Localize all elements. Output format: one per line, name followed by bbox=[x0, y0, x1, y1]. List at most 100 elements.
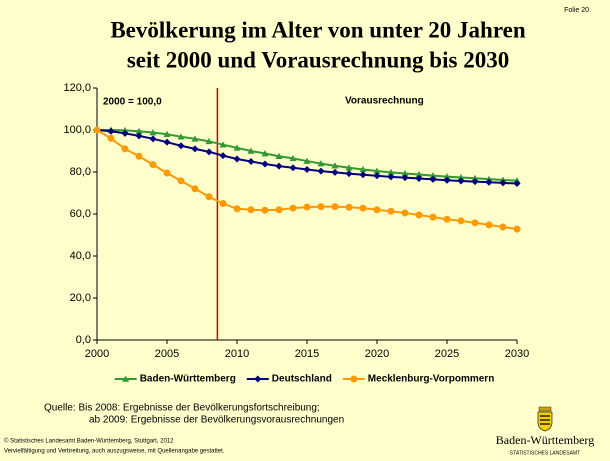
annotation: 2000 = 100,0 bbox=[103, 97, 162, 108]
legend-marker bbox=[350, 375, 358, 383]
point bbox=[331, 162, 339, 169]
point bbox=[247, 147, 255, 154]
point bbox=[121, 145, 129, 153]
point bbox=[415, 211, 423, 219]
legend-marker bbox=[254, 375, 262, 383]
point bbox=[191, 135, 199, 142]
point bbox=[303, 157, 311, 164]
point bbox=[387, 168, 395, 176]
point bbox=[331, 203, 339, 211]
point bbox=[457, 173, 465, 181]
point bbox=[149, 161, 157, 169]
point bbox=[345, 170, 353, 178]
point bbox=[401, 209, 409, 217]
point bbox=[107, 134, 115, 142]
source: ab 2009: Ergebnisse der Bevölkerungsvora… bbox=[89, 415, 344, 426]
point bbox=[163, 138, 171, 146]
point bbox=[485, 221, 493, 229]
point bbox=[93, 126, 101, 134]
annotation: Vorausrechnung bbox=[345, 96, 424, 107]
point bbox=[275, 206, 283, 214]
point bbox=[289, 154, 297, 162]
chart-title: seit 2000 und Vorausrechnung bis 2030 bbox=[127, 47, 509, 72]
point bbox=[471, 174, 479, 182]
point bbox=[443, 176, 451, 184]
point bbox=[401, 169, 409, 177]
coat-of-arms bbox=[537, 406, 553, 432]
point bbox=[247, 158, 255, 165]
point bbox=[387, 207, 395, 215]
point bbox=[247, 206, 255, 214]
point bbox=[429, 213, 437, 221]
point bbox=[429, 172, 437, 179]
point bbox=[289, 164, 297, 172]
point bbox=[513, 225, 521, 233]
point bbox=[317, 167, 325, 175]
chart-title: Bevölkerung im Alter von unter 20 Jahren bbox=[110, 17, 526, 42]
point bbox=[219, 152, 227, 160]
point bbox=[303, 203, 311, 211]
y-tick-label: 40,0 bbox=[70, 250, 91, 262]
point bbox=[415, 171, 423, 178]
point bbox=[261, 160, 269, 168]
point bbox=[163, 130, 171, 137]
x-tick-label: 2015 bbox=[295, 348, 319, 360]
point bbox=[233, 205, 241, 213]
point bbox=[275, 152, 283, 160]
point bbox=[219, 141, 227, 148]
x-tick-label: 2030 bbox=[505, 348, 529, 360]
logo-subtitle: STATISTISCHES LANDESAMT bbox=[510, 450, 580, 456]
slide-label: Folie 20 bbox=[564, 7, 589, 14]
point bbox=[457, 177, 465, 185]
logo-name: Baden-Württemberg bbox=[496, 433, 594, 447]
x-tick-label: 2020 bbox=[365, 348, 389, 360]
point bbox=[331, 168, 339, 176]
point bbox=[415, 175, 423, 183]
legend-label: Baden-Württemberg bbox=[140, 374, 236, 385]
point bbox=[317, 160, 325, 167]
point bbox=[373, 206, 381, 214]
point bbox=[499, 179, 507, 187]
point bbox=[135, 152, 143, 160]
point bbox=[219, 200, 227, 207]
point bbox=[177, 177, 185, 185]
point bbox=[107, 127, 115, 135]
point bbox=[443, 173, 451, 180]
y-tick-label: 0,0 bbox=[76, 334, 91, 346]
point bbox=[485, 178, 493, 186]
x-tick-label: 2010 bbox=[225, 348, 249, 360]
y-tick-label: 20,0 bbox=[70, 292, 91, 304]
source: Quelle: Bis 2008: Ergebnisse der Bevölke… bbox=[44, 403, 320, 414]
point bbox=[513, 180, 521, 188]
legend-marker bbox=[122, 375, 130, 382]
point bbox=[457, 217, 465, 225]
y-tick-label: 120,0 bbox=[63, 82, 91, 94]
point bbox=[373, 172, 381, 180]
point bbox=[205, 193, 213, 201]
point bbox=[345, 203, 353, 211]
legend-label: Deutschland bbox=[272, 374, 332, 385]
point bbox=[205, 148, 213, 156]
point bbox=[359, 204, 367, 212]
footer: Vervielfältigung und Verbreitung, auch a… bbox=[4, 449, 225, 455]
point bbox=[205, 137, 213, 145]
point bbox=[275, 162, 283, 170]
point bbox=[135, 127, 143, 135]
point bbox=[177, 133, 185, 140]
legend-label: Mecklenburg-Vorpommern bbox=[368, 374, 495, 385]
y-tick-label: 100,0 bbox=[63, 124, 91, 136]
point bbox=[345, 164, 353, 171]
point bbox=[373, 167, 381, 174]
point bbox=[191, 145, 199, 153]
point bbox=[289, 204, 297, 212]
point bbox=[177, 142, 185, 150]
point bbox=[261, 206, 269, 214]
point bbox=[401, 174, 409, 182]
point bbox=[471, 219, 479, 227]
point bbox=[163, 169, 171, 177]
x-tick-label: 2025 bbox=[435, 348, 459, 360]
point bbox=[443, 215, 451, 223]
y-tick-label: 60,0 bbox=[70, 208, 91, 220]
footer: © Statistisches Landesamt Baden-Württemb… bbox=[4, 438, 174, 445]
